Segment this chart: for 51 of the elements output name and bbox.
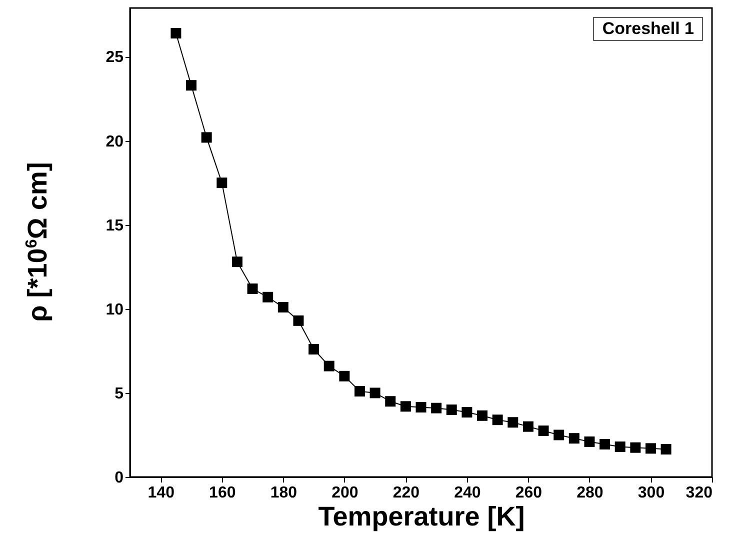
point: [324, 360, 334, 372]
x-axis-title: Temperature [K]: [318, 502, 525, 532]
point: [400, 401, 411, 412]
point: [416, 402, 426, 412]
point: [431, 402, 442, 414]
point: [477, 410, 488, 421]
point: [170, 28, 182, 38]
point: [554, 430, 564, 440]
point: [201, 132, 212, 143]
point: [370, 388, 380, 398]
point: [262, 292, 274, 302]
point: [186, 80, 197, 91]
y-tick-label: 20: [106, 133, 124, 150]
point: [232, 256, 242, 268]
y-tick-label: 25: [106, 49, 124, 66]
point: [308, 344, 320, 354]
point: [339, 370, 350, 382]
point: [278, 302, 288, 312]
x-tick-label: 280: [576, 484, 604, 502]
point: [538, 426, 549, 436]
x-tick-label: 160: [209, 484, 236, 502]
point: [293, 315, 304, 326]
x-tick-label: 300: [638, 484, 665, 502]
point: [568, 433, 580, 444]
x-tick-label: 140: [148, 484, 175, 502]
point: [446, 404, 457, 416]
point: [354, 386, 365, 397]
y-tick-label: 0: [114, 470, 124, 486]
point: [630, 442, 641, 453]
point: [492, 414, 503, 426]
point: [385, 396, 396, 407]
x-tick-label: 200: [332, 484, 358, 502]
point: [660, 444, 672, 455]
x-tick-label: 180: [270, 484, 298, 502]
y-tick-label: 5: [114, 385, 124, 402]
x-tick-label: 240: [454, 484, 481, 502]
point: [584, 436, 595, 447]
y-tick-label: 15: [106, 217, 124, 234]
x-tick-label: 220: [392, 484, 420, 502]
annotation: Coreshell 1: [593, 17, 703, 41]
x-tick-label: 320: [686, 484, 713, 502]
point: [508, 417, 518, 428]
point: [600, 438, 610, 450]
y-tick-label: 10: [106, 301, 124, 318]
point: [614, 442, 626, 452]
point: [216, 178, 228, 188]
x-tick-label: 260: [515, 484, 542, 502]
point: [462, 407, 472, 418]
point: [247, 283, 258, 294]
point: [645, 443, 656, 454]
point: [522, 421, 534, 432]
